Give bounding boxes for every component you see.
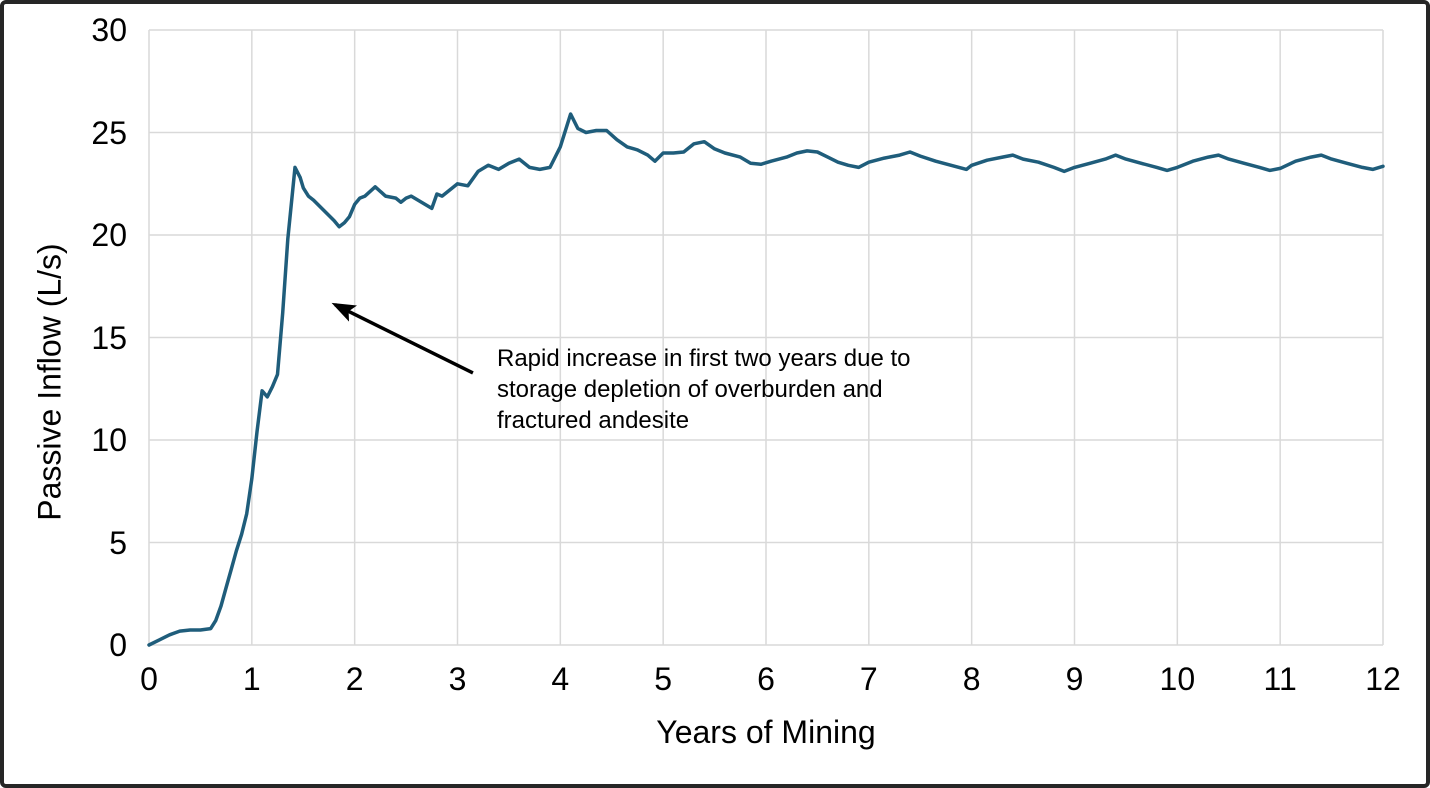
x-tick-label: 12 bbox=[1365, 661, 1401, 697]
y-tick-label: 15 bbox=[91, 319, 127, 356]
y-tick-label: 25 bbox=[91, 114, 127, 151]
x-tick-label: 5 bbox=[654, 661, 673, 697]
y-tick-label: 10 bbox=[91, 422, 127, 458]
x-tick-label: 7 bbox=[859, 661, 878, 697]
x-tick-label: 0 bbox=[140, 661, 158, 697]
y-tick-label: 5 bbox=[109, 524, 127, 561]
x-tick-label: 2 bbox=[345, 661, 364, 697]
x-tick-label: 6 bbox=[757, 661, 775, 697]
annotation-line: Rapid increase in first two years due to bbox=[497, 345, 911, 372]
line-chart-canvas bbox=[147, 29, 1385, 647]
gridlines bbox=[148, 29, 1384, 646]
x-tick-label: 1 bbox=[242, 661, 261, 697]
y-tick-label: 0 bbox=[109, 627, 127, 663]
inflow-line-series bbox=[147, 112, 1385, 647]
x-tick-label: 10 bbox=[1159, 661, 1196, 697]
x-tick-label: 4 bbox=[551, 661, 570, 697]
x-tick-label: 8 bbox=[962, 661, 981, 697]
annotation-line: storage depletion of overburden and bbox=[497, 376, 883, 403]
y-tick-label: 20 bbox=[91, 217, 127, 253]
x-axis-title: Years of Mining bbox=[656, 714, 876, 750]
y-axis-title: Passive Inflow (L/s) bbox=[31, 243, 68, 521]
x-tick-label: 9 bbox=[1065, 661, 1084, 697]
x-tick-label: 3 bbox=[448, 661, 467, 697]
x-tick-label: 11 bbox=[1263, 661, 1297, 697]
annotation-text: Rapid increase in first two years due to… bbox=[497, 343, 977, 436]
annotation-line: fractured andesite bbox=[497, 407, 690, 434]
annotation-arrow bbox=[331, 302, 474, 375]
annotation-arrow-group bbox=[331, 302, 474, 375]
y-tick-label: 30 bbox=[91, 12, 127, 48]
series-group bbox=[147, 112, 1385, 647]
